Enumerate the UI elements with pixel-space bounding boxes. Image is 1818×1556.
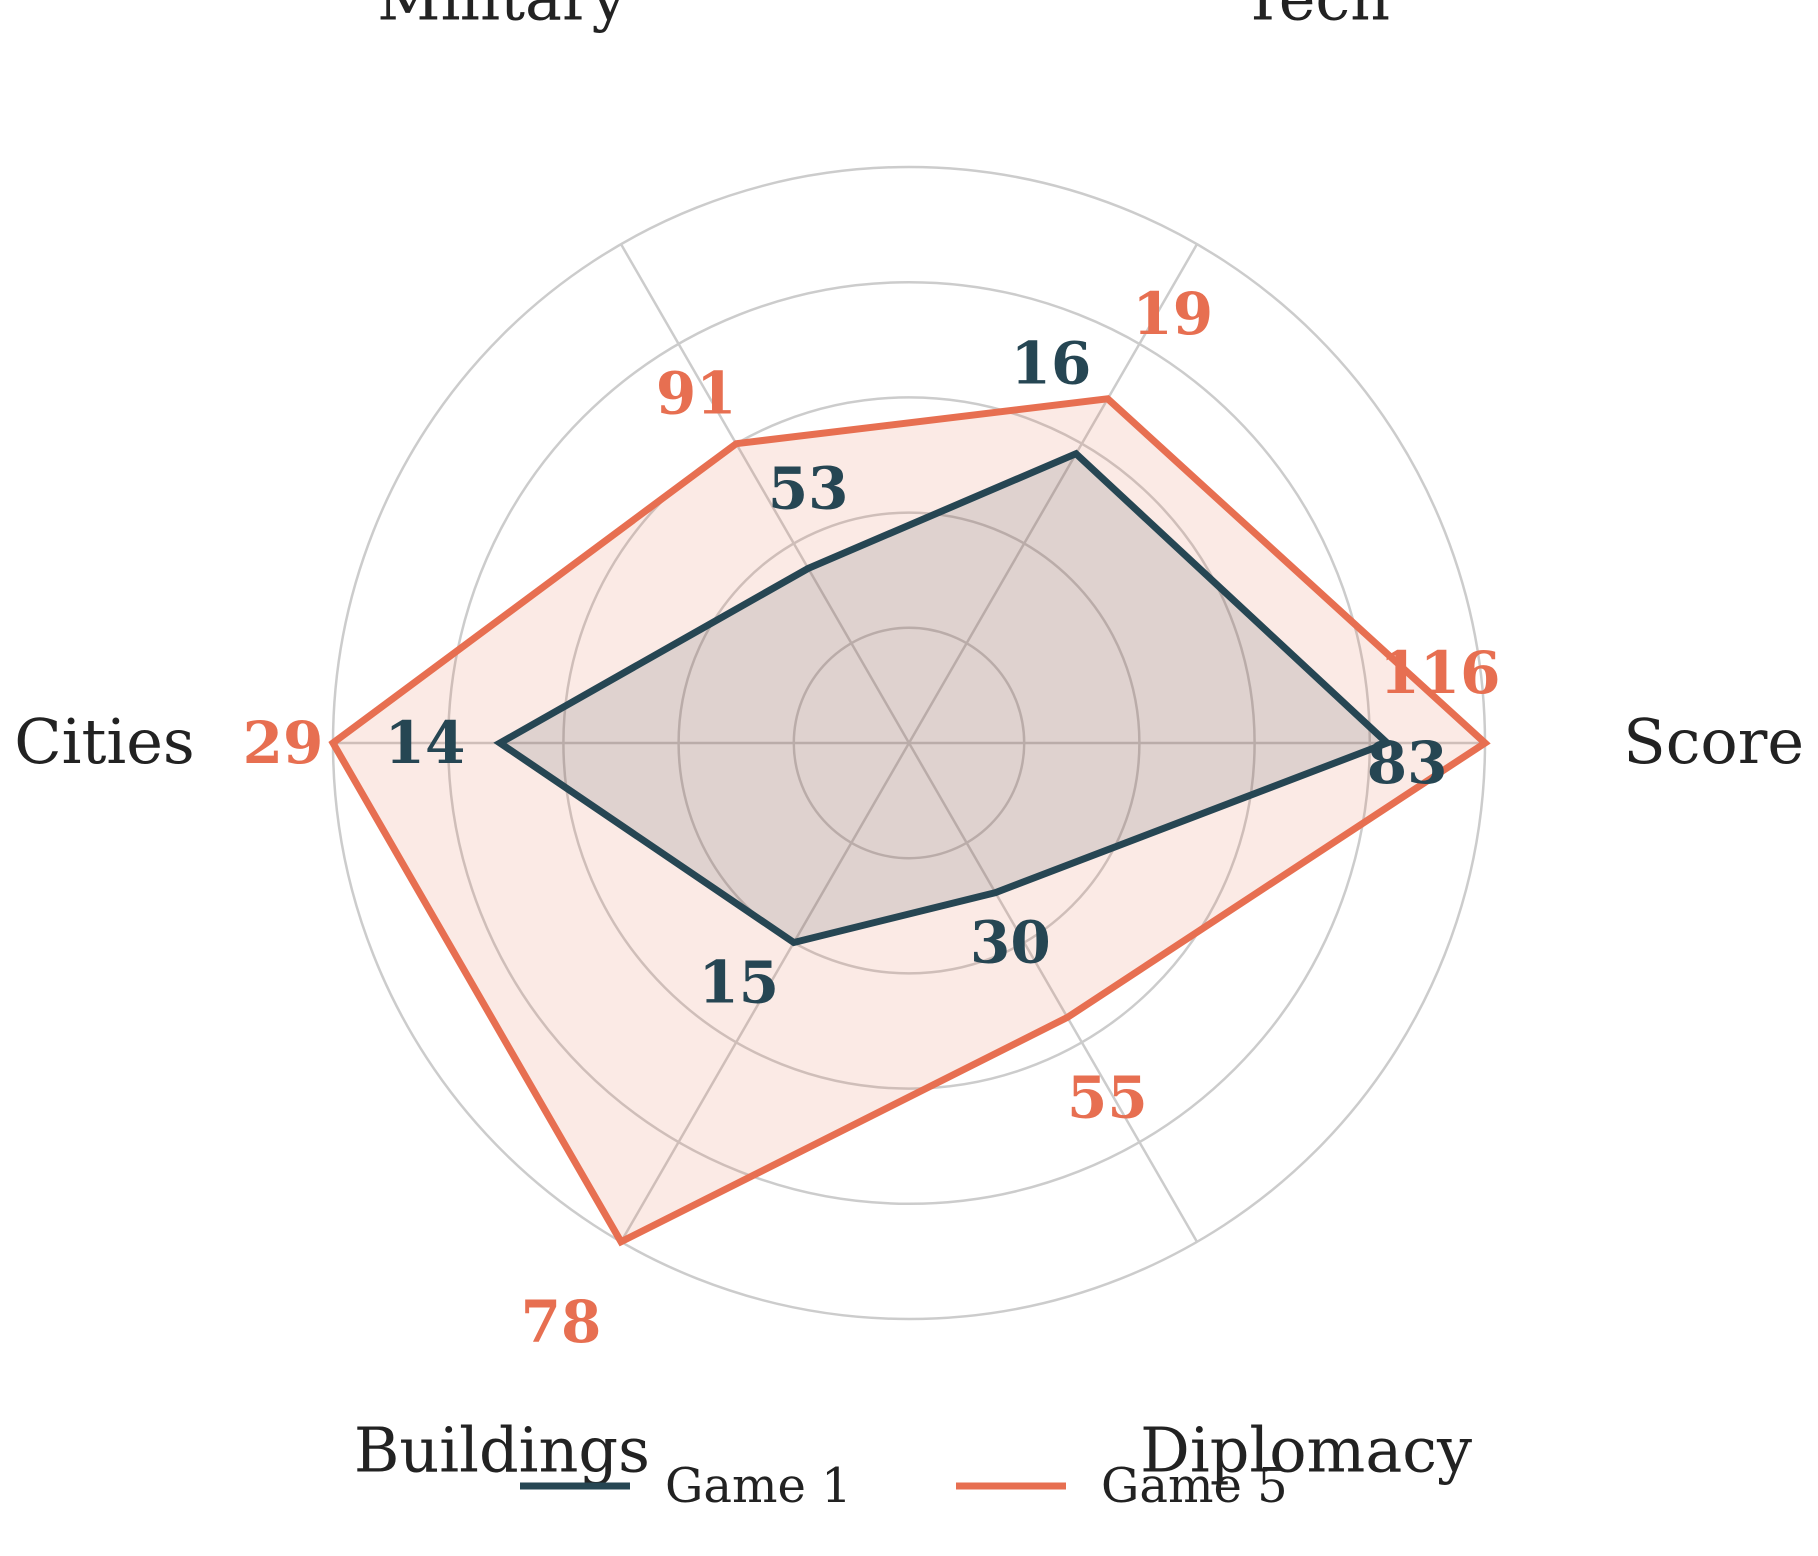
- value-label-game-1-score: 83: [1367, 729, 1448, 797]
- series-line-game-5: [328, 395, 1491, 1247]
- axis-label-score: Score: [1623, 705, 1804, 778]
- value-labels: 83 16 53 14 15 30 116 19 91 29 78 55: [243, 280, 1501, 1356]
- axis-label-tech: Tech: [1242, 0, 1390, 34]
- axis-label-cities: Cities: [14, 705, 195, 778]
- spoke-tech: [907, 243, 1199, 744]
- spoke-diplomacy: [907, 742, 1199, 1243]
- value-label-game-5-diplomacy: 55: [1067, 1063, 1148, 1131]
- value-label-game-1-buildings: 15: [698, 949, 779, 1017]
- axis-label-diplomacy: Diplomacy: [1140, 1414, 1472, 1487]
- value-label-game-5-tech: 19: [1132, 280, 1213, 348]
- legend-label-game-5: Game 5: [1101, 1458, 1288, 1514]
- series-fill-game-1: [500, 453, 1388, 943]
- value-label-game-5-military: 91: [656, 360, 737, 428]
- value-label-game-5-buildings: 78: [521, 1288, 602, 1356]
- axis-label-buildings: Buildings: [354, 1414, 650, 1487]
- value-label-game-1-tech: 16: [1011, 330, 1092, 398]
- series-line-game-1: [493, 449, 1394, 947]
- legend: Game 1 Game 5: [520, 1458, 1288, 1514]
- spoke-buildings: [619, 742, 911, 1243]
- radar-series: [328, 395, 1491, 1247]
- legend-label-game-1: Game 1: [665, 1458, 852, 1514]
- value-label-game-5-cities: 29: [243, 709, 324, 777]
- series-fill-game-5: [333, 398, 1485, 1242]
- value-label-game-1-cities: 14: [385, 709, 466, 777]
- axis-label-military: Military: [377, 0, 627, 34]
- axis-labels: Score Tech Military Cities Buildings Diplomac…: [14, 0, 1804, 1487]
- value-label-game-1-military: 53: [768, 454, 849, 522]
- spoke-military: [619, 243, 911, 744]
- value-label-game-5-score: 116: [1379, 639, 1500, 707]
- value-label-game-1-diplomacy: 30: [970, 909, 1051, 977]
